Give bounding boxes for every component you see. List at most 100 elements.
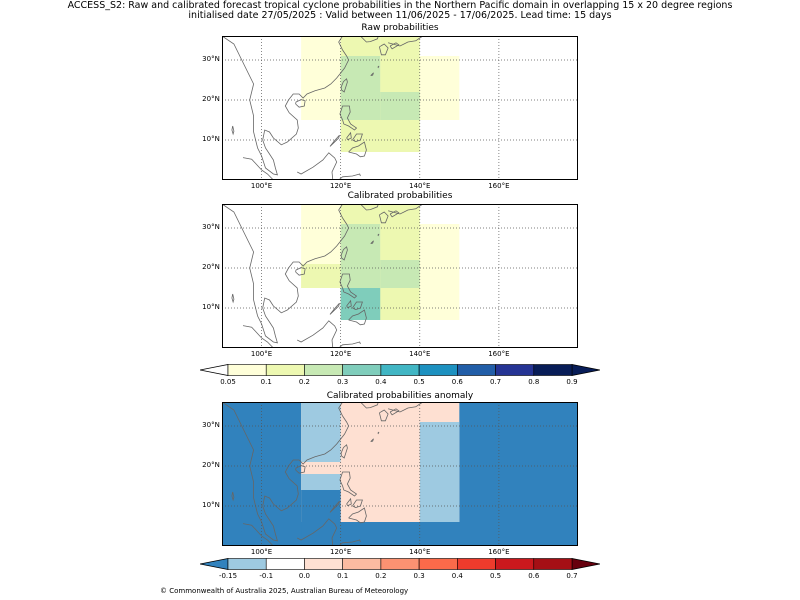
coastline [352, 301, 363, 311]
coastline [231, 491, 235, 502]
colorbar-segment [533, 364, 573, 376]
coastline [348, 507, 367, 524]
coastline [346, 131, 352, 141]
panel-title-anomaly: Calibrated probabilities anomaly [326, 391, 474, 401]
coastline [340, 78, 348, 93]
coastline [242, 523, 274, 546]
map-calibrated-anomaly [222, 402, 578, 546]
coastline [297, 152, 338, 180]
coastline [379, 211, 389, 224]
lat-tick-label: 10°N [202, 303, 220, 311]
colorbar-segment [495, 558, 535, 570]
coastline [389, 408, 400, 416]
coastline [370, 72, 374, 76]
colorbar-tick-label: 0.1 [337, 572, 349, 580]
coastline [346, 497, 352, 507]
coastline [387, 204, 424, 215]
coastline [360, 402, 379, 409]
lat-tick-label: 20°N [202, 95, 220, 103]
colorbar-tick-label: 0.9 [566, 378, 578, 386]
coastline [242, 325, 274, 348]
map-raw-probabilities [222, 36, 578, 180]
coastline [222, 402, 350, 542]
colorbar-segment [418, 364, 458, 376]
lat-tick-label: 30°N [202, 421, 220, 429]
lat-tick-label: 30°N [202, 223, 220, 231]
colorbar-tick-label: 0.5 [489, 572, 502, 580]
lon-tick-label: 120°E [330, 548, 352, 556]
colorbar-tick-label: 0.4 [375, 378, 387, 386]
coastline [377, 431, 380, 435]
colorbar-tick-label: 0.3 [337, 378, 349, 386]
colorbar-segment [304, 558, 343, 570]
coastline [379, 409, 389, 422]
colorbar-tick-label: 0.6 [528, 572, 540, 580]
colorbar-segment [495, 364, 535, 376]
coastline [370, 438, 374, 442]
colorbar-segment [265, 364, 305, 376]
colorbar-segment [227, 364, 267, 376]
probability-region [380, 92, 420, 120]
colorbar-segment [418, 558, 458, 570]
colorbar-tick-label: 0.4 [451, 572, 463, 580]
coastline [297, 518, 338, 546]
colorbar-segment [457, 558, 496, 570]
lon-tick-label: 100°E [250, 350, 273, 358]
colorbar-tick-label: 0.2 [298, 378, 311, 386]
colorbar-under-arrow [200, 558, 229, 570]
panel-title-raw: Raw probabilities [361, 23, 439, 33]
lon-tick-label: 140°E [409, 182, 431, 190]
coastline [348, 309, 367, 326]
coastline [339, 471, 358, 497]
probability-region [340, 422, 381, 490]
coastline [338, 173, 361, 180]
lon-tick-label: 100°E [250, 548, 273, 556]
coastline [338, 539, 361, 546]
colorbar-probabilities [200, 364, 600, 376]
lat-tick-label: 30°N [202, 55, 220, 63]
coastline [379, 43, 389, 56]
colorbar-tick-label: 0.0 [298, 572, 311, 580]
colorbar-segment [265, 558, 305, 570]
coastline [329, 500, 340, 513]
colorbar-tick-label: 0.8 [528, 378, 540, 386]
coastline [297, 320, 338, 348]
colorbar-tick-label: 0.1 [260, 378, 272, 386]
coastline [348, 141, 367, 158]
probability-region [419, 422, 460, 522]
coastline [377, 65, 380, 69]
figure-title-line2: initialised date 27/05/2025 : Valid betw… [188, 10, 612, 21]
coastline [340, 246, 348, 261]
lon-tick-label: 120°E [330, 350, 352, 358]
colorbar-over-arrow [571, 558, 600, 570]
coastline [352, 499, 363, 509]
colorbar-segment [533, 558, 573, 570]
lat-tick-label: 20°N [202, 263, 220, 271]
colorbar-tick-label: 0.7 [489, 378, 502, 386]
coastline [340, 444, 348, 459]
probability-region [380, 260, 420, 288]
colorbar-tick-label: 0.5 [413, 378, 425, 386]
colorbar-segment [342, 558, 382, 570]
probability-region [340, 120, 420, 152]
coastline [329, 134, 340, 147]
coastline [389, 210, 400, 218]
colorbar-anomaly [200, 558, 600, 570]
lon-tick-label: 160°E [488, 350, 510, 358]
coastline [338, 341, 361, 348]
colorbar-tick-label: 0.6 [451, 378, 463, 386]
colorbar-segment [227, 558, 267, 570]
lon-tick-label: 160°E [488, 182, 510, 190]
figure-title-line1: ACCESS_S2: Raw and calibrated forecast t… [67, 0, 733, 11]
coastline [360, 204, 379, 211]
map-frame [222, 204, 578, 348]
probability-region [340, 56, 381, 120]
copyright-footer: © Commonwealth of Australia 2025, Austra… [160, 587, 409, 595]
probability-region [301, 490, 341, 546]
probability-region [301, 402, 341, 462]
panel-title-calibrated: Calibrated probabilities [347, 191, 453, 201]
map-frame [222, 402, 578, 546]
colorbar-tick-label: 0.7 [566, 572, 578, 580]
coastline [352, 133, 363, 143]
coastline [222, 36, 350, 176]
